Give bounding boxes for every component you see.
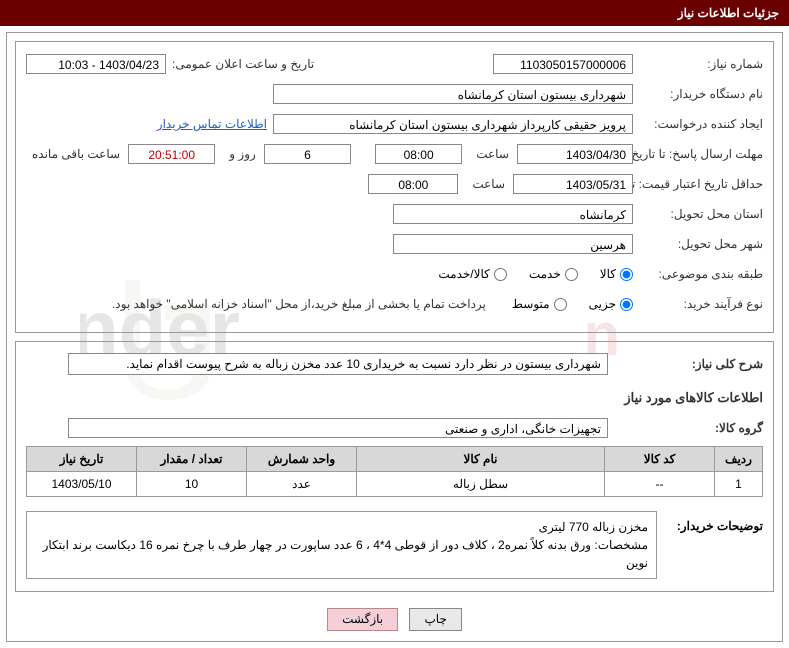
field-province: کرمانشاه	[393, 204, 633, 224]
radio-goods-service-input[interactable]	[494, 268, 507, 281]
row-goods-info-title: اطلاعات کالاهای مورد نیاز	[26, 386, 763, 410]
cell-code: --	[605, 472, 715, 497]
field-min-validity-time: 08:00	[368, 174, 458, 194]
cell-date: 1403/05/10	[27, 472, 137, 497]
label-buyer-notes: توضیحات خریدار:	[663, 503, 763, 533]
radio-goods-input[interactable]	[620, 268, 633, 281]
field-remaining-days: 6	[264, 144, 351, 164]
label-min-validity: حداقل تاریخ اعتبار قیمت: تا تاریخ:	[633, 177, 763, 191]
row-city: شهر محل تحویل: هرسین	[26, 232, 763, 256]
radio-goods-service[interactable]: کالا/خدمت	[438, 267, 506, 281]
radio-service-input[interactable]	[565, 268, 578, 281]
radio-medium-input[interactable]	[554, 298, 567, 311]
label-time-2: ساعت	[466, 177, 505, 191]
cell-unit: عدد	[247, 472, 357, 497]
label-buyer-org: نام دستگاه خریدار:	[633, 87, 763, 101]
row-province: استان محل تحویل: کرمانشاه	[26, 202, 763, 226]
label-remaining: ساعت باقی مانده	[26, 147, 120, 161]
field-announce-date: 1403/04/23 - 10:03	[26, 54, 166, 74]
label-province: استان محل تحویل:	[633, 207, 763, 221]
cell-idx: 1	[715, 472, 763, 497]
label-goods-group: گروه کالا:	[608, 421, 763, 435]
row-general-desc: شرح کلی نیاز: شهرداری بیستون در نظر دارد…	[26, 352, 763, 376]
goods-info-title: اطلاعات کالاهای مورد نیاز	[624, 390, 763, 406]
row-buyer-notes: توضیحات خریدار: مخزن زباله 770 لیتری مشخ…	[26, 503, 763, 581]
label-announce-date: تاریخ و ساعت اعلان عمومی:	[166, 57, 314, 71]
radio-group-proc: جزیی متوسط	[494, 297, 633, 311]
label-subject-class: طبقه بندی موضوعی:	[633, 267, 763, 281]
radio-partial-input[interactable]	[620, 298, 633, 311]
label-purchase-type: نوع فرآیند خرید:	[633, 297, 763, 311]
panel-title: جزئیات اطلاعات نیاز	[678, 6, 779, 20]
row-subject-class: طبقه بندی موضوعی: کالا خدمت کالا/خدمت	[26, 262, 763, 286]
field-general-desc: شهرداری بیستون در نظر دارد نسبت به خریدا…	[68, 353, 608, 375]
field-req-number: 1103050157000006	[493, 54, 633, 74]
th-qty: تعداد / مقدار	[137, 447, 247, 472]
details-frame: شماره نیاز: 1103050157000006 تاریخ و ساع…	[15, 41, 774, 333]
table-header-row: ردیف کد کالا نام کالا واحد شمارش تعداد /…	[27, 447, 763, 472]
th-code: کد کالا	[605, 447, 715, 472]
label-time-1: ساعت	[470, 147, 509, 161]
outer-frame: rlatender n شماره نیاز: 1103050157000006…	[6, 32, 783, 642]
radio-group-class: کالا خدمت کالا/خدمت	[420, 267, 633, 281]
field-buyer-notes: مخزن زباله 770 لیتری مشخصات: ورق بدنه کل…	[26, 511, 657, 579]
th-unit: واحد شمارش	[247, 447, 357, 472]
field-deadline-date: 1403/04/30	[517, 144, 633, 164]
row-req-number: شماره نیاز: 1103050157000006 تاریخ و ساع…	[26, 52, 763, 76]
radio-partial[interactable]: جزیی	[589, 297, 633, 311]
th-date: تاریخ نیاز	[27, 447, 137, 472]
link-buyer-contact[interactable]: اطلاعات تماس خریدار	[157, 117, 267, 131]
radio-service[interactable]: خدمت	[529, 267, 578, 281]
th-idx: ردیف	[715, 447, 763, 472]
panel-header: جزئیات اطلاعات نیاز	[0, 0, 789, 26]
field-buyer-org: شهرداری بیستون استان کرمانشاه	[273, 84, 633, 104]
label-deadline: مهلت ارسال پاسخ: تا تاریخ:	[633, 147, 763, 161]
row-deadline: مهلت ارسال پاسخ: تا تاریخ: 1403/04/30 سا…	[26, 142, 763, 166]
table-row: 1 -- سطل زباله عدد 10 1403/05/10	[27, 472, 763, 497]
label-days-and: روز و	[223, 147, 256, 161]
goods-frame: شرح کلی نیاز: شهرداری بیستون در نظر دارد…	[15, 341, 774, 592]
purchase-note: پرداخت تمام یا بخشی از مبلغ خرید،از محل …	[112, 297, 486, 311]
field-deadline-time: 08:00	[375, 144, 462, 164]
row-purchase-type: نوع فرآیند خرید: جزیی متوسط پرداخت تمام …	[26, 292, 763, 316]
radio-medium[interactable]: متوسط	[512, 297, 567, 311]
label-req-number: شماره نیاز:	[633, 57, 763, 71]
radio-goods[interactable]: کالا	[600, 267, 633, 281]
field-min-validity-date: 1403/05/31	[513, 174, 633, 194]
field-city: هرسین	[393, 234, 633, 254]
cell-name: سطل زباله	[357, 472, 605, 497]
field-goods-group: تجهیزات خانگی، اداری و صنعتی	[68, 418, 608, 438]
field-remaining-time: 20:51:00	[128, 144, 215, 164]
row-goods-group: گروه کالا: تجهیزات خانگی، اداری و صنعتی	[26, 416, 763, 440]
th-name: نام کالا	[357, 447, 605, 472]
back-button[interactable]: بازگشت	[327, 608, 398, 631]
cell-qty: 10	[137, 472, 247, 497]
label-city: شهر محل تحویل:	[633, 237, 763, 251]
goods-table: ردیف کد کالا نام کالا واحد شمارش تعداد /…	[26, 446, 763, 497]
button-bar: چاپ بازگشت	[15, 600, 774, 633]
label-requester: ایجاد کننده درخواست:	[633, 117, 763, 131]
row-buyer-org: نام دستگاه خریدار: شهرداری بیستون استان …	[26, 82, 763, 106]
field-requester: پرویز حقیقی کارپرداز شهرداری بیستون استا…	[273, 114, 633, 134]
row-min-validity: حداقل تاریخ اعتبار قیمت: تا تاریخ: 1403/…	[26, 172, 763, 196]
label-general-desc: شرح کلی نیاز:	[608, 357, 763, 371]
row-requester: ایجاد کننده درخواست: پرویز حقیقی کارپردا…	[26, 112, 763, 136]
print-button[interactable]: چاپ	[409, 608, 461, 631]
